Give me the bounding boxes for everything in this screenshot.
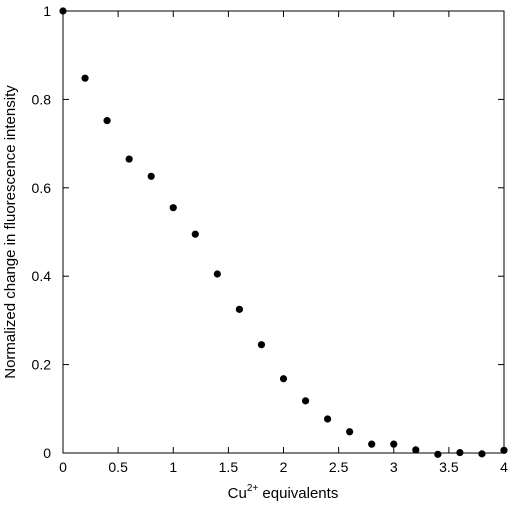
x-axis-title: Cu2+ equivalents [228,483,339,502]
plot-frame [62,10,505,454]
data-point [59,7,67,15]
data-point [125,155,133,163]
x-axis-title-main: Cu [228,485,247,502]
data-point [478,450,486,458]
y-tick-label: 0.4 [32,268,52,284]
data-point [169,204,177,212]
y-axis-title: Normalized change in fluorescence intens… [2,85,19,379]
data-point [147,172,155,180]
data-point [368,440,376,448]
data-points [59,7,508,458]
data-point [81,74,89,82]
x-axis-title-superscript: 2+ [247,483,259,494]
x-tick-label: 3.5 [439,459,459,475]
x-tick-label: 4 [500,459,508,475]
data-point [434,450,442,458]
data-point [191,230,199,238]
y-tick-label: 0.6 [32,180,52,196]
data-point [456,448,464,457]
x-tick-label: 1.5 [219,459,239,475]
x-axis-ticks: 0 0.5 1 1.5 2 2.5 3 3.5 4 [59,11,508,475]
x-tick-label: 0 [59,459,67,475]
x-tick-label: 1 [169,459,177,475]
data-point [500,446,508,454]
data-point [346,428,354,436]
data-point [390,440,398,448]
x-tick-label: 3 [390,459,398,475]
data-point [257,341,266,349]
x-tick-label: 0.5 [108,459,128,475]
y-axis-ticks: 0 0.2 0.4 0.6 0.8 1 [32,3,504,461]
data-point [324,415,332,423]
data-point [279,375,288,383]
data-point [235,305,243,313]
y-tick-label: 0.2 [32,357,52,373]
x-axis-title-suffix: equivalents [258,485,338,502]
x-tick-label: 2.5 [329,459,349,475]
y-tick-label: 0.8 [32,91,52,107]
data-point [412,446,420,454]
y-tick-label: 0 [43,445,51,461]
data-point [103,117,111,125]
data-point [213,270,221,278]
data-point [301,397,310,405]
x-tick-label: 2 [280,459,288,475]
y-tick-label: 1 [43,3,51,19]
